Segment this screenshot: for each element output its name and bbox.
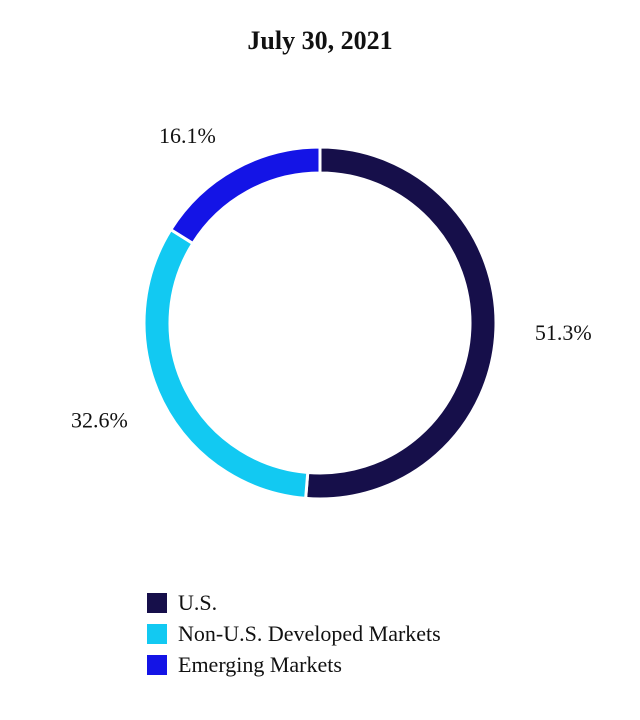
- donut-slices: [142, 145, 498, 501]
- donut-value-labels: 51.3% 32.6% 16.1%: [71, 123, 592, 432]
- legend-swatch-us: [147, 592, 167, 613]
- legend-label-non-us-developed: Non-U.S. Developed Markets: [178, 620, 441, 646]
- chart-title: July 30, 2021: [247, 26, 393, 55]
- legend-swatch-non-us-developed: [147, 623, 167, 644]
- value-label-us: 51.3%: [535, 320, 592, 345]
- legend-swatch-emerging: [147, 654, 167, 675]
- slice-emerging: [168, 145, 322, 246]
- legend-label-us: U.S.: [178, 589, 218, 615]
- legend-item-non-us-developed: Non-U.S. Developed Markets: [147, 618, 441, 649]
- value-label-emerging: 16.1%: [159, 123, 216, 148]
- legend-item-emerging: Emerging Markets: [147, 649, 441, 680]
- slice-us: [304, 145, 498, 501]
- legend: U.S. Non-U.S. Developed Markets Emerging…: [147, 587, 441, 680]
- legend-item-us: U.S.: [147, 587, 441, 618]
- legend-label-emerging: Emerging Markets: [178, 651, 342, 677]
- value-label-non-us-developed: 32.6%: [71, 407, 128, 432]
- slice-non-us-developed: [142, 227, 310, 501]
